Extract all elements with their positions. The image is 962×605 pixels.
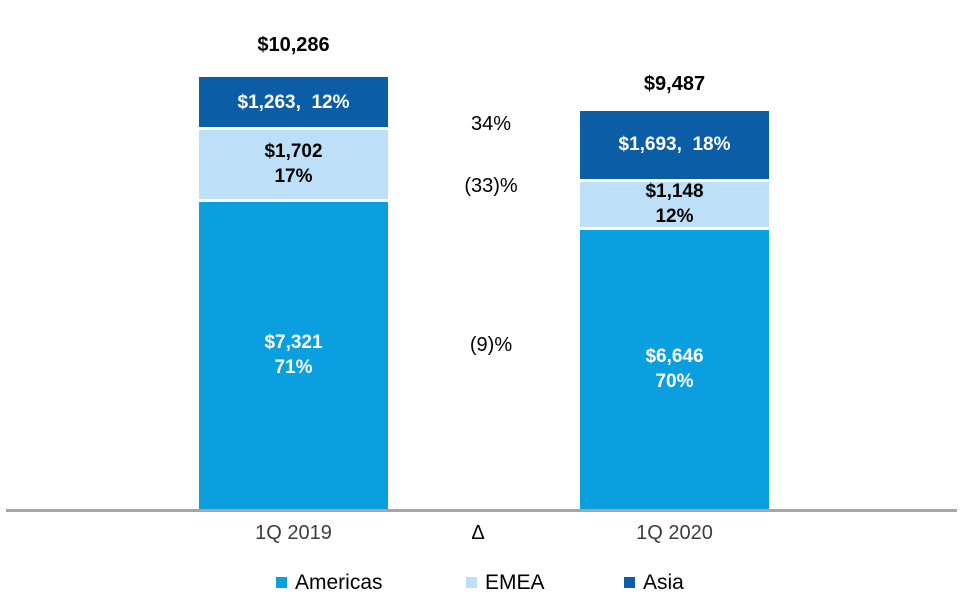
segment-label-emea-value-1q2019: $1,702 (264, 141, 323, 163)
segment-emea-1q2019: $1,702 17% (199, 130, 388, 202)
segment-emea-1q2020: $1,148 12% (580, 181, 769, 230)
segment-label-emea-value-1q2020: $1,148 (645, 181, 704, 203)
x-axis-label-1q2020: 1Q 2020 (636, 522, 713, 544)
legend-item-americas: Americas (276, 570, 383, 595)
x-axis-line (6, 509, 957, 512)
segment-label-asia-1q2019: $1,263, 12% (237, 91, 350, 113)
bar-total-label-1q2020: $9,487 (643, 72, 706, 95)
legend-item-asia: Asia (624, 570, 684, 595)
segment-asia-1q2020: $1,693, 18% (580, 110, 769, 182)
segment-label-americas-pct-1q2019: 71% (274, 357, 313, 379)
segment-americas-1q2019: $7,321 71% (199, 201, 388, 509)
x-axis-label-1q2019: 1Q 2019 (255, 522, 332, 544)
legend-swatch-americas-icon (276, 577, 287, 588)
legend-label-asia: Asia (643, 571, 684, 594)
delta-emea-label: (33)% (464, 175, 518, 197)
segment-label-emea-pct-1q2020: 12% (655, 206, 694, 228)
legend-swatch-asia-icon (624, 577, 635, 588)
legend-label-emea: EMEA (485, 571, 545, 594)
bar-1q2020: $9,487 $1,693, 18% $1,148 12% $6,646 70% (580, 73, 769, 509)
legend-label-americas: Americas (295, 571, 383, 594)
delta-asia-label: 34% (470, 113, 512, 135)
legend-item-emea: EMEA (466, 570, 545, 595)
delta-americas-label: (9)% (469, 334, 513, 356)
segment-americas-1q2020: $6,646 70% (580, 229, 769, 509)
segment-label-americas-value-1q2020: $6,646 (645, 346, 704, 368)
bar-total-label-1q2019: $10,286 (257, 34, 330, 56)
stacked-bar-1q2020: $1,693, 18% $1,148 12% $6,646 70% (580, 110, 769, 509)
x-axis-label-delta-symbol: Δ (471, 522, 485, 544)
segment-asia-1q2019: $1,263, 12% (199, 77, 388, 130)
stacked-bar-1q2019: $1,263, 12% $1,702 17% $7,321 71% (199, 77, 388, 509)
bar-1q2019: $10,286 $1,263, 12% $1,702 17% $7,321 71… (199, 34, 388, 509)
legend-swatch-emea-icon (466, 577, 477, 588)
segment-label-americas-pct-1q2020: 70% (655, 371, 694, 393)
segment-label-asia-1q2020: $1,693, 18% (618, 134, 731, 156)
segment-label-americas-value-1q2019: $7,321 (264, 332, 323, 354)
segment-label-emea-pct-1q2019: 17% (274, 166, 313, 188)
